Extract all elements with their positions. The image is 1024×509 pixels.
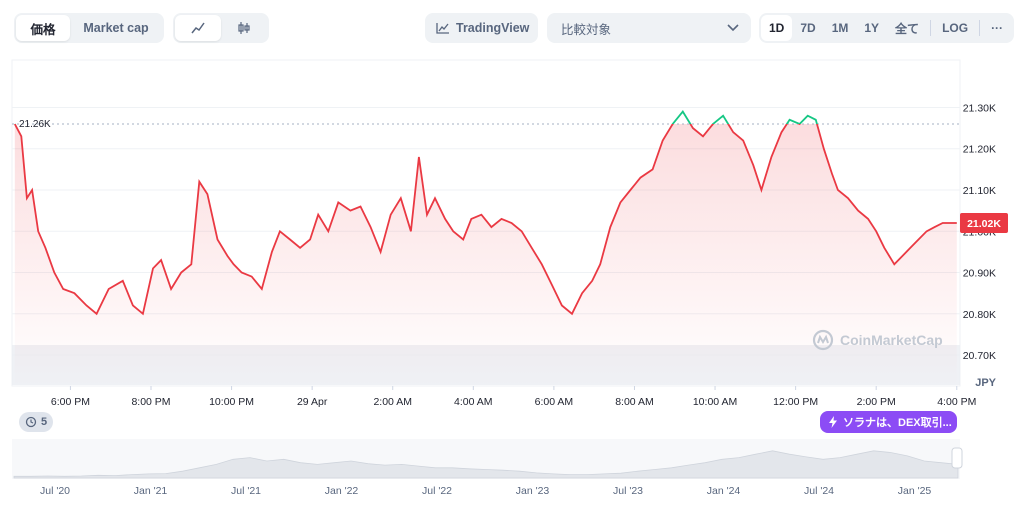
navigator-tick-label-7: Jan '24: [707, 485, 741, 497]
x-tick-label-8: 10:00 AM: [693, 396, 737, 408]
navigator-tick-label-3: Jan '22: [325, 485, 359, 497]
history-icon: [25, 416, 37, 428]
lightning-icon: [829, 416, 837, 428]
y-tick-label-5: 21.20K: [963, 144, 996, 156]
x-tick-label-10: 2:00 PM: [857, 396, 896, 408]
navigator-tick-label-2: Jul '21: [231, 485, 261, 497]
tradingview-label: TradingView: [456, 21, 530, 35]
x-tick-label-0: 6:00 PM: [51, 396, 90, 408]
tab-market-cap[interactable]: Market cap: [83, 21, 149, 35]
chart-toolbar: 価格 Market cap TradingView 比較対象 1D 7D 1M …: [0, 0, 1024, 58]
navigator-x-axis: Jul '20 Jan '21 Jul '21 Jan '22 Jul '22 Jan '…: [40, 485, 931, 497]
watermark-label: CoinMarketCap: [840, 332, 943, 348]
x-tick-label-11: 4:00 PM: [937, 396, 976, 408]
reference-price-label: 21.26K: [19, 119, 51, 130]
range-selector: 1D 7D 1M 1Y 全て LOG ···: [759, 13, 1014, 43]
navigator-tick-label-9: Jan '25: [898, 485, 932, 497]
range-1y[interactable]: 1Y: [864, 21, 880, 35]
x-tick-label-9: 12:00 PM: [773, 396, 818, 408]
navigator-tick-label-1: Jan '21: [134, 485, 168, 497]
line-chart-icon[interactable]: [175, 15, 221, 41]
x-tick-label-5: 4:00 AM: [454, 396, 493, 408]
y-tick-label-0: 20.70K: [963, 350, 996, 362]
compare-placeholder: 比較対象: [561, 22, 612, 37]
y-tick-label-4: 21.10K: [963, 185, 996, 197]
navigator-tick-label-5: Jan '23: [516, 485, 550, 497]
tradingview-icon: [436, 23, 449, 34]
navigator-area: [13, 450, 959, 479]
events-badge[interactable]: 5: [19, 412, 54, 432]
current-price-badge: [960, 213, 1008, 233]
range-divider: [930, 20, 932, 36]
news-label: ソラナは、DEX取引...: [843, 417, 952, 429]
coinmarketcap-logo-icon: [812, 329, 834, 351]
x-tick-label-1: 8:00 PM: [131, 396, 170, 408]
candlestick-icon[interactable]: [221, 15, 267, 41]
events-count: 5: [41, 416, 48, 428]
range-divider: [979, 20, 981, 36]
current-price-tag: 21.02K: [960, 213, 1008, 233]
coinmarketcap-watermark: CoinMarketCap: [812, 329, 943, 351]
log-toggle[interactable]: LOG: [942, 21, 969, 35]
current-price-label: 21.02K: [967, 218, 1001, 230]
x-tick-label-7: 8:00 AM: [615, 396, 654, 408]
price-line-down: [14, 123, 957, 316]
x-tick-label-6: 6:00 AM: [535, 396, 574, 408]
y-tick-label-1: 20.80K: [963, 309, 996, 321]
x-tick-label-4: 2:00 AM: [373, 396, 412, 408]
navigator-tick-label-6: Jul '23: [613, 485, 643, 497]
y-tick-label-6: 21.30K: [963, 102, 996, 114]
navigator-tick-label-8: Jul '24: [804, 485, 834, 497]
range-1m[interactable]: 1M: [831, 21, 849, 35]
range-1d[interactable]: 1D: [761, 15, 793, 41]
chart-type-switch: [173, 13, 269, 43]
x-tick-label-3: 29 Apr: [297, 396, 328, 408]
more-menu-button[interactable]: ···: [991, 21, 1004, 35]
mode-switch: 価格 Market cap: [14, 13, 164, 43]
navigator-tick-label-0: Jul '20: [40, 485, 70, 497]
navigator-tick-label-4: Jul '22: [422, 485, 452, 497]
compare-select[interactable]: 比較対象: [547, 13, 751, 43]
chevron-down-icon: [727, 24, 739, 32]
x-tick-label-2: 10:00 PM: [209, 396, 254, 408]
price-area-fill: [14, 123, 957, 386]
range-7d[interactable]: 7D: [800, 21, 816, 35]
navigator-handle[interactable]: [951, 447, 963, 469]
tradingview-button[interactable]: TradingView: [425, 13, 538, 43]
x-axis: 6:00 PM 8:00 PM 10:00 PM 29 Apr 2:00 AM 4:00 …: [51, 386, 976, 408]
y-tick-label-2: 20.90K: [963, 268, 996, 280]
price-chart: 21.26K 20.70K20.80K20.90K21.00K21.10K21.…: [11, 59, 1008, 497]
currency-label: JPY: [975, 377, 996, 389]
range-all[interactable]: 全て: [895, 21, 920, 36]
tab-price[interactable]: 価格: [16, 15, 70, 41]
news-marker[interactable]: ソラナは、DEX取引...: [820, 411, 957, 433]
